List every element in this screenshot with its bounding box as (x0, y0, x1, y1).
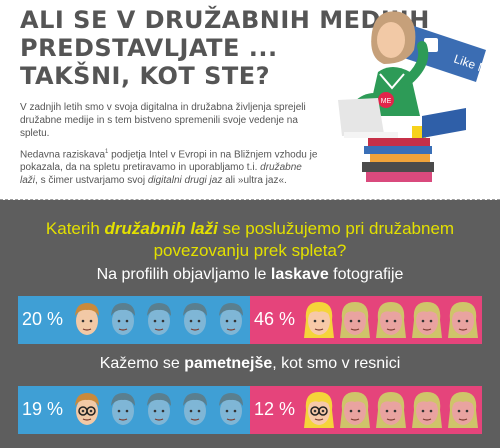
men-percentage-photos: 20 % (22, 309, 64, 329)
highlighted-man-face-icon (75, 303, 99, 335)
women-band-smarter: 12 % (250, 386, 482, 434)
woman-face-icon (376, 302, 406, 338)
highlighted-woman-face-icon (304, 302, 334, 338)
intro-paragraph: V zadnjih letih smo v svoja digitalna in… (20, 102, 306, 139)
women-percentage-photos: 46 % (254, 309, 296, 329)
men-band-smarter: 19 % (18, 386, 250, 434)
women-band-photos: 46 % (250, 296, 482, 344)
study-paragraph: Nedavna raziskava1 podjetja Intel v Evro… (20, 149, 318, 187)
man-face-icon (147, 393, 171, 425)
man-face-icon (111, 303, 135, 335)
header-panel: ALI SE V DRUŽABNIH MEDIJIH PREDSTAVLJATE… (0, 0, 500, 200)
divider (0, 199, 500, 200)
man-face-icon (183, 393, 207, 425)
woman-face-icon (412, 302, 442, 338)
title-line-3: TAKŠNI, KOT STE? (20, 62, 271, 90)
woman-face-icon (340, 302, 370, 338)
highlighted-woman-face-icon (304, 392, 334, 428)
page-title: ALI SE V DRUŽABNIH MEDIJIH PREDSTAVLJATE… (20, 6, 430, 90)
man-face-icon (219, 393, 243, 425)
man-face-icon (147, 303, 171, 335)
man-face-icon (183, 303, 207, 335)
woman-face-icon (448, 302, 478, 338)
woman-with-laptop-illustration: Like Me ME (338, 11, 496, 182)
men-percentage-smarter: 19 % (22, 399, 64, 419)
shirt-label: ME (381, 98, 392, 105)
question-heading: Katerih družabnih laži se poslužujemo pr… (45, 219, 455, 260)
title-line-1: ALI SE V DRUŽABNIH MEDIJIH (20, 6, 430, 34)
woman-face-icon (448, 392, 478, 428)
men-band-photos: 20 % (18, 296, 250, 344)
woman-face-icon (412, 392, 442, 428)
section-heading-smarter: Kažemo se pametnejše, kot smo v resnici (99, 355, 401, 372)
man-face-icon (219, 303, 243, 335)
highlighted-man-face-icon (75, 393, 99, 425)
title-line-2: PREDSTAVLJATE ... (20, 34, 278, 62)
section-heading-flattering-photos: Na profilih objavljamo le laskave fotogr… (96, 266, 404, 283)
woman-face-icon (376, 392, 406, 428)
women-percentage-smarter: 12 % (254, 399, 296, 419)
like-me-sign: Like Me (402, 26, 496, 97)
woman-face-icon (340, 392, 370, 428)
man-face-icon (111, 393, 135, 425)
